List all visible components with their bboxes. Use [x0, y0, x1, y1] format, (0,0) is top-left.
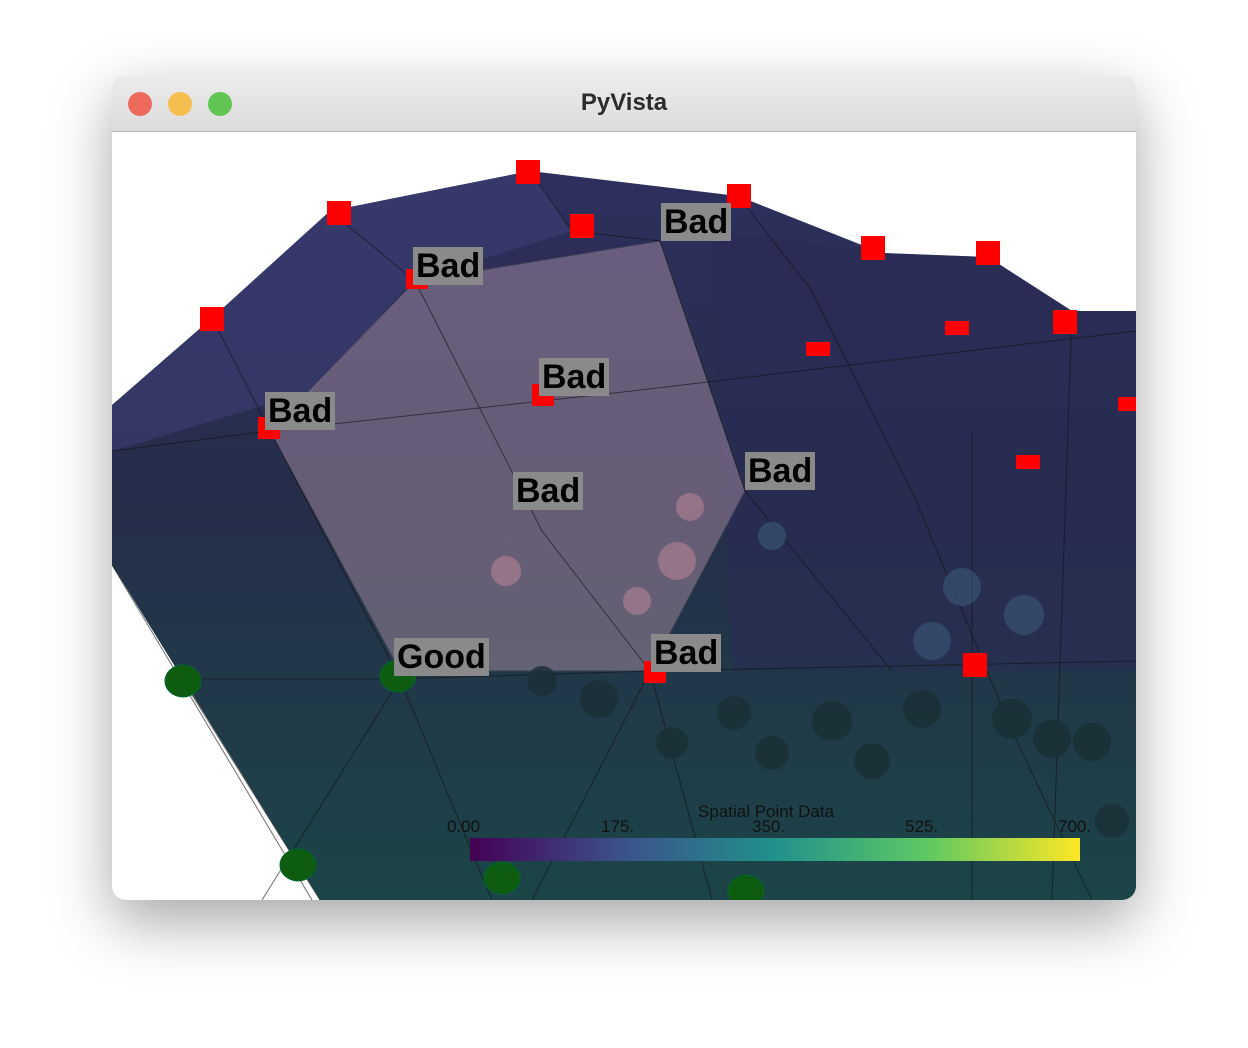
window: PyVista	[112, 75, 1136, 900]
point-label: Bad	[539, 358, 610, 396]
window-title: PyVista	[580, 89, 668, 116]
point-label: Bad	[265, 392, 336, 430]
render-view	[112, 160, 1136, 900]
good-markers	[164, 659, 765, 900]
scalar-bar	[470, 838, 1080, 861]
minimize-button[interactable]	[168, 92, 192, 116]
zoom-button[interactable]	[208, 92, 232, 116]
points	[758, 522, 1044, 660]
title-bar: PyVista	[112, 75, 1136, 132]
scalar-bar-title: Spatial Point Data	[698, 802, 835, 821]
close-button[interactable]	[128, 92, 152, 116]
point-label: Bad	[413, 247, 484, 285]
point-label: Good	[394, 638, 489, 676]
bad-markers	[200, 160, 1136, 683]
point-label: Bad	[651, 634, 722, 672]
point-label: Bad	[745, 452, 816, 490]
points	[491, 493, 704, 615]
point-label: Bad	[513, 472, 584, 510]
point-label: Bad	[661, 203, 732, 241]
scalar-bar-tick: 0.00	[447, 817, 481, 836]
points	[527, 666, 1129, 838]
mesh-face	[112, 171, 572, 451]
scalar-bar-tick: 525.	[905, 817, 939, 836]
scalar-bar-tick: 700.	[1058, 817, 1092, 836]
mesh-face	[712, 231, 1136, 671]
scalar-bar-tick: 175.	[601, 817, 635, 836]
scalar-bar-tick: 350.	[752, 817, 786, 836]
